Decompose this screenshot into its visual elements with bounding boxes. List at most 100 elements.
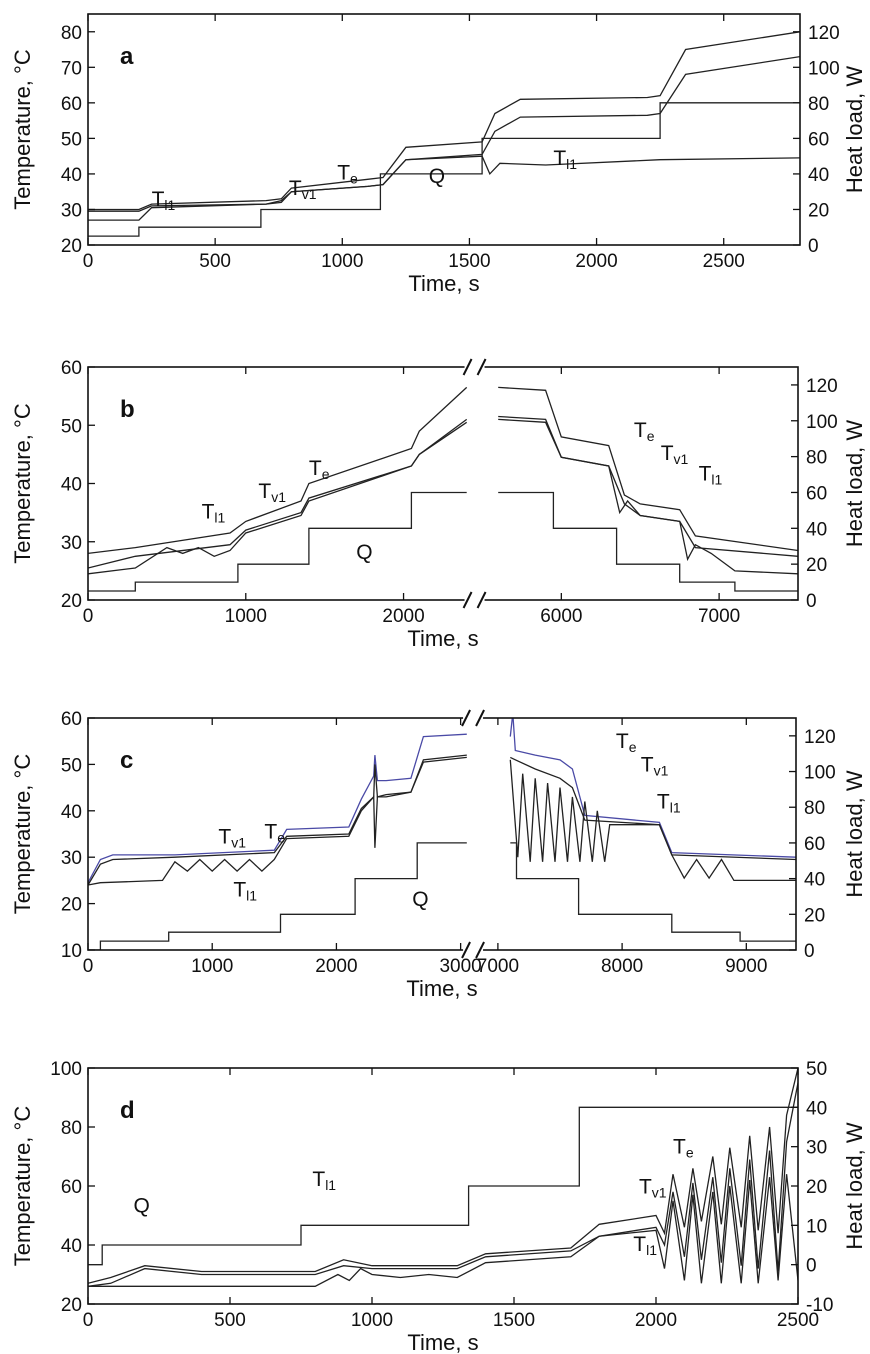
axis-break-mark — [475, 941, 485, 959]
y-right-tick-label: 80 — [808, 94, 829, 115]
y-right-tick-label: 40 — [804, 870, 825, 891]
x-tick-label: 1000 — [351, 1310, 393, 1331]
series-line-Tv1 — [88, 754, 467, 886]
axis-break-mark — [476, 358, 487, 376]
x-tick-label: 2500 — [703, 251, 745, 272]
panel-label: d — [120, 1097, 135, 1124]
series-annotation: Tl1 — [152, 188, 176, 213]
annotation-subscript: v1 — [302, 186, 317, 202]
plot-frame — [87, 13, 801, 246]
x-tick-label: 2000 — [382, 606, 424, 627]
y-right-tick-label: 120 — [806, 376, 838, 397]
y-right-tick-label: 20 — [808, 200, 829, 221]
axis-break-mark — [461, 941, 471, 959]
annotation-subscript: l1 — [646, 1242, 657, 1258]
plot-area — [88, 718, 796, 950]
x-tick-label: 8000 — [601, 956, 643, 977]
series-annotation: Te — [673, 1136, 694, 1161]
x-tick-label: 7000 — [477, 956, 519, 977]
y-right-tick-label: 60 — [804, 834, 825, 855]
series-line-Te — [88, 733, 467, 884]
y-right-tick-label: 60 — [808, 129, 829, 150]
x-tick-label: 0 — [83, 251, 94, 272]
x-tick-label: 2000 — [575, 251, 617, 272]
y-tick-label: 40 — [61, 475, 82, 496]
series-annotation: Tv1 — [661, 442, 689, 467]
series-line-Q — [88, 102, 800, 237]
annotation-subscript: v1 — [654, 762, 669, 778]
y-right-tick-label: 80 — [804, 798, 825, 819]
y-tick-label: 70 — [61, 58, 82, 79]
x-tick-label: 500 — [214, 1310, 246, 1331]
y-tick-label: 50 — [61, 129, 82, 150]
series-line-Tl1 — [88, 421, 468, 575]
y-right-tick-label: 80 — [806, 448, 827, 469]
panel-label: b — [120, 396, 135, 423]
series-annotation: Te — [264, 821, 285, 846]
annotation-subscript: l1 — [711, 472, 722, 488]
y-right-tick-label: 40 — [806, 1098, 827, 1119]
series-annotation: Tl1 — [233, 879, 257, 904]
y-tick-label: 20 — [61, 895, 82, 916]
x-tick-label: 0 — [83, 606, 94, 627]
chart-panel-d: 0 500 1000 1500 2000 2500 20 40 60 80 100 -10 0 10 20 3… — [10, 1059, 867, 1354]
series-annotation: Te — [309, 457, 330, 482]
axis-break-mark — [461, 709, 471, 727]
y-right-tick-label: -10 — [806, 1295, 833, 1316]
series-annotation: Q — [133, 1195, 149, 1218]
series-line-Q — [498, 491, 798, 592]
x-axis-title: Time, s — [408, 271, 479, 296]
y-tick-label: 20 — [61, 1295, 82, 1316]
series-annotation: Tl1 — [202, 500, 226, 525]
y-tick-label: 60 — [61, 94, 82, 115]
annotation-subscript: v1 — [271, 489, 286, 505]
x-tick-label: 2000 — [635, 1310, 677, 1331]
axis-break-mark — [462, 591, 473, 609]
y-right-axis-title: Heat load, W — [842, 66, 867, 193]
series-annotation: Tl1 — [553, 147, 577, 172]
y-axis-title: Temperature, °C — [10, 1106, 35, 1267]
annotation-subscript: e — [647, 428, 655, 444]
series-line-Tl1 — [509, 759, 796, 882]
annotation-subscript: l1 — [670, 799, 681, 815]
annotation-subscript: v1 — [652, 1184, 667, 1200]
panel-label: c — [120, 747, 133, 774]
annotation-subscript: l1 — [214, 509, 225, 525]
annotation-subscript: e — [350, 170, 358, 186]
series-annotation: Q — [412, 888, 428, 911]
annotation-subscript: e — [629, 739, 637, 755]
series-annotation: Te — [337, 161, 358, 186]
series-annotation: Tv1 — [289, 177, 317, 202]
series-annotation: Q — [356, 541, 372, 564]
x-axis-title: Time, s — [407, 1330, 478, 1354]
y-right-axis-title: Heat load, W — [842, 1122, 867, 1249]
plot-frame — [87, 366, 799, 601]
axis-break-mark — [476, 591, 487, 609]
y-tick-label: 40 — [61, 802, 82, 823]
y-right-tick-label: 40 — [808, 165, 829, 186]
chart-panel-b: 0 1000 2000 6000 700020304050600204060801001… — [10, 358, 867, 651]
y-right-tick-label: 120 — [808, 23, 840, 44]
series-annotation: Tv1 — [641, 753, 669, 778]
y-tick-label: 60 — [61, 358, 82, 379]
y-right-axis-title: Heat load, W — [842, 770, 867, 897]
series-annotation: Tl1 — [312, 1168, 336, 1193]
x-axis-title: Time, s — [407, 626, 478, 651]
y-tick-label: 30 — [61, 200, 82, 221]
y-right-tick-label: 100 — [808, 58, 840, 79]
y-right-tick-label: 30 — [806, 1138, 827, 1159]
annotation-subscript: e — [322, 466, 330, 482]
y-right-tick-label: 60 — [806, 483, 827, 504]
y-tick-label: 80 — [61, 1118, 82, 1139]
y-tick-label: 50 — [61, 416, 82, 437]
series-line-Tl1 — [88, 155, 800, 221]
series-annotation: Te — [634, 419, 655, 444]
y-right-tick-label: 10 — [806, 1216, 827, 1237]
y-tick-label: 10 — [61, 941, 82, 962]
x-tick-label: 2500 — [777, 1310, 819, 1331]
axis-break-gap-top — [463, 714, 484, 723]
annotation-subscript: l1 — [566, 156, 577, 172]
y-right-tick-label: 0 — [804, 941, 815, 962]
series-line-Te — [88, 1068, 798, 1284]
